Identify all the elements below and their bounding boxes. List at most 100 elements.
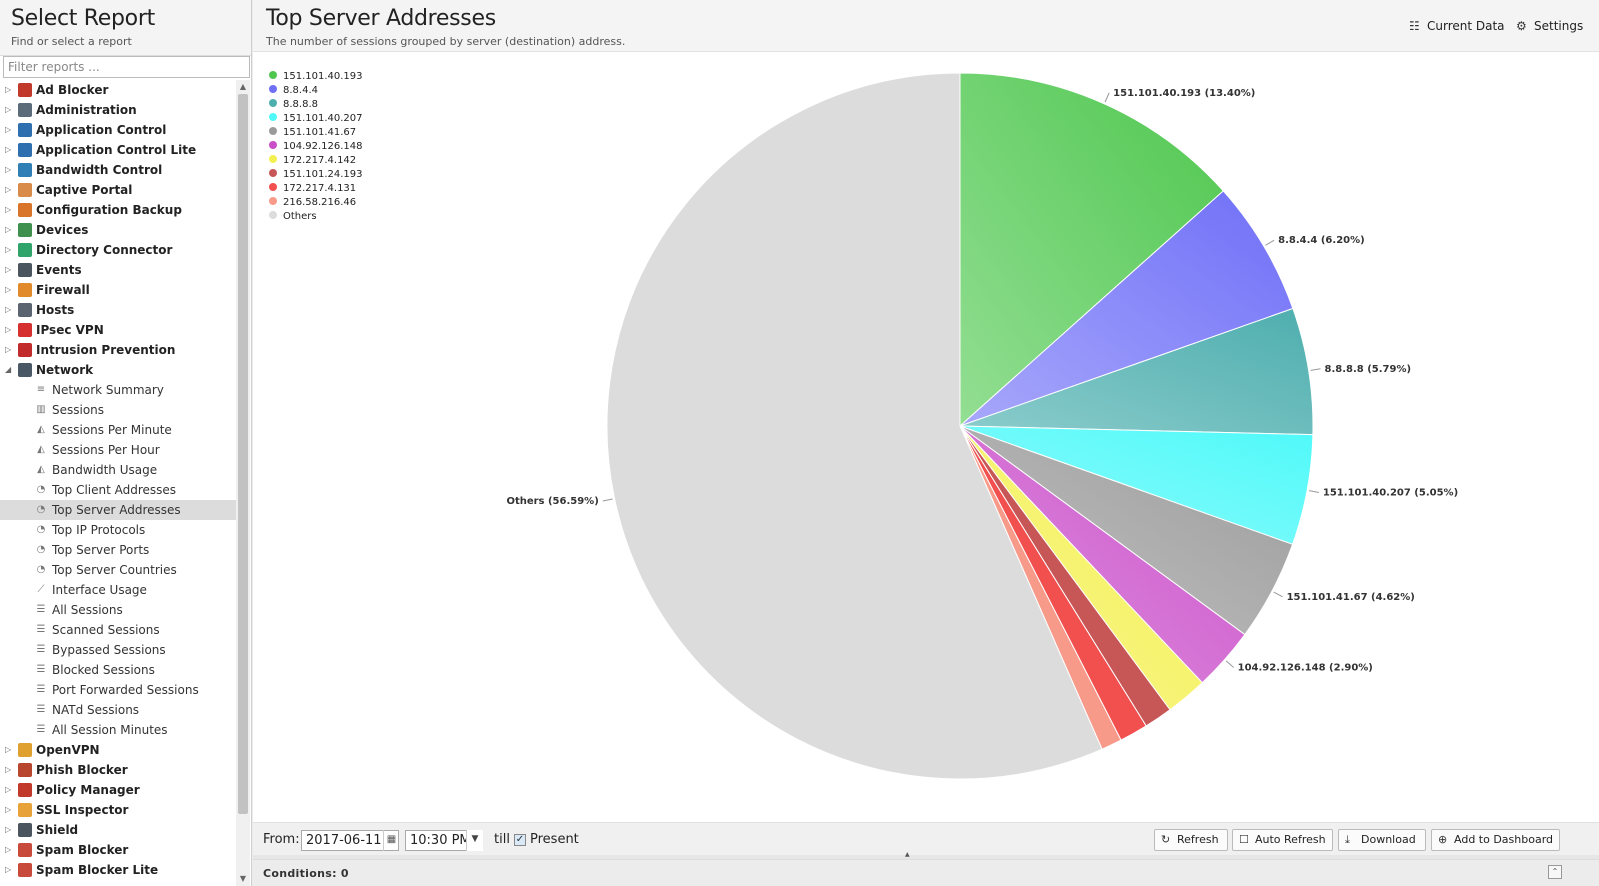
from-date-field[interactable]: 2017-06-11 xyxy=(301,830,399,851)
legend-item[interactable]: 151.101.40.193 xyxy=(269,70,363,84)
tree-report-all-session-minutes[interactable]: ☰ All Session Minutes xyxy=(0,720,236,740)
tree-category-shield[interactable]: ▷ Shield xyxy=(0,820,236,840)
filter-reports-input[interactable] xyxy=(3,56,250,78)
tree-category-configuration-backup[interactable]: ▷ Configuration Backup xyxy=(0,200,236,220)
panel-splitter[interactable]: ▲ xyxy=(253,851,1599,859)
tree-category-label: Hosts xyxy=(36,303,75,317)
legend-item[interactable]: 216.58.216.46 xyxy=(269,196,363,210)
tree-category-openvpn[interactable]: ▷ OpenVPN xyxy=(0,740,236,760)
collapsed-arrow-icon[interactable]: ▷ xyxy=(5,165,12,174)
add-to-dashboard-button[interactable]: ⊕ Add to Dashboard xyxy=(1431,829,1560,851)
collapsed-arrow-icon[interactable]: ▷ xyxy=(5,285,12,294)
conditions-bar[interactable]: Conditions: 0 ⌃ xyxy=(253,859,1599,886)
tree-category-network[interactable]: ◢ Network xyxy=(0,360,236,380)
tree-category-application-control[interactable]: ▷ Application Control xyxy=(0,120,236,140)
tree-report-top-ip-protocols[interactable]: ◔ Top IP Protocols xyxy=(0,520,236,540)
tree-report-sessions-per-hour[interactable]: ◭ Sessions Per Hour xyxy=(0,440,236,460)
tree-category-spam-blocker-lite[interactable]: ▷ Spam Blocker Lite xyxy=(0,860,236,880)
report-type-icon: ☰ xyxy=(36,664,46,675)
collapsed-arrow-icon[interactable]: ▷ xyxy=(5,325,12,334)
collapsed-arrow-icon[interactable]: ▷ xyxy=(5,845,12,854)
collapsed-arrow-icon[interactable]: ▷ xyxy=(5,765,12,774)
settings-button[interactable]: ⚙ Settings xyxy=(1516,19,1583,33)
tree-category-firewall[interactable]: ▷ Firewall xyxy=(0,280,236,300)
tree-report-network-summary[interactable]: ≡ Network Summary xyxy=(0,380,236,400)
legend-item[interactable]: 172.217.4.131 xyxy=(269,182,363,196)
collapsed-arrow-icon[interactable]: ▷ xyxy=(5,825,12,834)
collapsed-arrow-icon[interactable]: ▷ xyxy=(5,805,12,814)
download-button[interactable]: ⤓ Download xyxy=(1338,829,1426,851)
tree-report-scanned-sessions[interactable]: ☰ Scanned Sessions xyxy=(0,620,236,640)
tree-category-hosts[interactable]: ▷ Hosts xyxy=(0,300,236,320)
chevron-down-icon[interactable]: ▼ xyxy=(466,830,483,851)
tree-category-intrusion-prevention[interactable]: ▷ Intrusion Prevention xyxy=(0,340,236,360)
tree-report-sessions-per-minute[interactable]: ◭ Sessions Per Minute xyxy=(0,420,236,440)
tree-report-top-server-ports[interactable]: ◔ Top Server Ports xyxy=(0,540,236,560)
collapsed-arrow-icon[interactable]: ▷ xyxy=(5,225,12,234)
tree-report-interface-usage[interactable]: ⟋ Interface Usage xyxy=(0,580,236,600)
collapsed-arrow-icon[interactable]: ▷ xyxy=(5,185,12,194)
tree-scrollbar[interactable]: ▲ ▼ xyxy=(236,80,250,886)
pie-slice-8-8-8-8[interactable] xyxy=(959,307,1314,436)
tree-category-label: Bandwidth Control xyxy=(36,163,163,177)
tree-report-top-server-addresses[interactable]: ◔ Top Server Addresses xyxy=(0,500,236,520)
tree-category-directory-connector[interactable]: ▷ Directory Connector xyxy=(0,240,236,260)
splitter-arrow-icon[interactable]: ▲ xyxy=(905,851,910,858)
legend-item[interactable]: 151.101.24.193 xyxy=(269,168,363,182)
tree-category-administration[interactable]: ▷ Administration xyxy=(0,100,236,120)
pie-slice-8-8-4-4[interactable] xyxy=(959,190,1294,427)
tree-report-all-sessions[interactable]: ☰ All Sessions xyxy=(0,600,236,620)
legend-item[interactable]: 8.8.8.8 xyxy=(269,98,363,112)
tree-category-captive-portal[interactable]: ▷ Captive Portal xyxy=(0,180,236,200)
pie-slice-others[interactable] xyxy=(606,72,1103,780)
tree-report-blocked-sessions[interactable]: ☰ Blocked Sessions xyxy=(0,660,236,680)
legend-item[interactable]: Others xyxy=(269,210,363,224)
collapsed-arrow-icon[interactable]: ▷ xyxy=(5,865,12,874)
auto-refresh-button[interactable]: ☐ Auto Refresh xyxy=(1232,829,1333,851)
tree-report-port-forwarded-sessions[interactable]: ☰ Port Forwarded Sessions xyxy=(0,680,236,700)
collapse-icon[interactable]: ⌃ xyxy=(1548,865,1562,879)
scroll-down-icon[interactable]: ▼ xyxy=(239,874,247,883)
collapsed-arrow-icon[interactable]: ▷ xyxy=(5,205,12,214)
legend-item[interactable]: 104.92.126.148 xyxy=(269,140,363,154)
tree-category-ipsec-vpn[interactable]: ▷ IPsec VPN xyxy=(0,320,236,340)
collapsed-arrow-icon[interactable]: ▷ xyxy=(5,745,12,754)
collapsed-arrow-icon[interactable]: ▷ xyxy=(5,785,12,794)
tree-category-devices[interactable]: ▷ Devices xyxy=(0,220,236,240)
present-checkbox[interactable]: ✓ xyxy=(514,834,526,846)
collapsed-arrow-icon[interactable]: ▷ xyxy=(5,105,12,114)
expanded-arrow-icon[interactable]: ◢ xyxy=(5,365,12,374)
tree-category-spam-blocker[interactable]: ▷ Spam Blocker xyxy=(0,840,236,860)
collapsed-arrow-icon[interactable]: ▷ xyxy=(5,125,12,134)
tree-category-bandwidth-control[interactable]: ▷ Bandwidth Control xyxy=(0,160,236,180)
collapsed-arrow-icon[interactable]: ▷ xyxy=(5,245,12,254)
pie-data-label: 8.8.8.8 (5.79%) xyxy=(1324,364,1411,375)
collapsed-arrow-icon[interactable]: ▷ xyxy=(5,145,12,154)
calendar-icon[interactable]: ▦ xyxy=(383,830,399,851)
tree-report-bypassed-sessions[interactable]: ☰ Bypassed Sessions xyxy=(0,640,236,660)
tree-category-application-control-lite[interactable]: ▷ Application Control Lite xyxy=(0,140,236,160)
tree-category-ad-blocker[interactable]: ▷ Ad Blocker xyxy=(0,80,236,100)
pie-slice-151-101-40-193[interactable] xyxy=(959,72,1225,428)
tree-report-sessions[interactable]: ▥ Sessions xyxy=(0,400,236,420)
tree-category-phish-blocker[interactable]: ▷ Phish Blocker xyxy=(0,760,236,780)
legend-item[interactable]: 151.101.41.67 xyxy=(269,126,363,140)
tree-category-policy-manager[interactable]: ▷ Policy Manager xyxy=(0,780,236,800)
legend-item[interactable]: 8.8.4.4 xyxy=(269,84,363,98)
tree-report-top-client-addresses[interactable]: ◔ Top Client Addresses xyxy=(0,480,236,500)
current-data-button[interactable]: ☷ Current Data xyxy=(1409,19,1505,33)
scroll-up-icon[interactable]: ▲ xyxy=(239,82,247,91)
tree-category-ssl-inspector[interactable]: ▷ SSL Inspector xyxy=(0,800,236,820)
collapsed-arrow-icon[interactable]: ▷ xyxy=(5,85,12,94)
tree-report-bandwidth-usage[interactable]: ◭ Bandwidth Usage xyxy=(0,460,236,480)
tree-report-natd-sessions[interactable]: ☰ NATd Sessions xyxy=(0,700,236,720)
legend-item[interactable]: 172.217.4.142 xyxy=(269,154,363,168)
refresh-button[interactable]: ↻ Refresh xyxy=(1154,829,1228,851)
collapsed-arrow-icon[interactable]: ▷ xyxy=(5,265,12,274)
collapsed-arrow-icon[interactable]: ▷ xyxy=(5,345,12,354)
collapsed-arrow-icon[interactable]: ▷ xyxy=(5,305,12,314)
tree-report-top-server-countries[interactable]: ◔ Top Server Countries xyxy=(0,560,236,580)
legend-item[interactable]: 151.101.40.207 xyxy=(269,112,363,126)
tree-category-events[interactable]: ▷ Events xyxy=(0,260,236,280)
scroll-thumb[interactable] xyxy=(238,94,248,814)
